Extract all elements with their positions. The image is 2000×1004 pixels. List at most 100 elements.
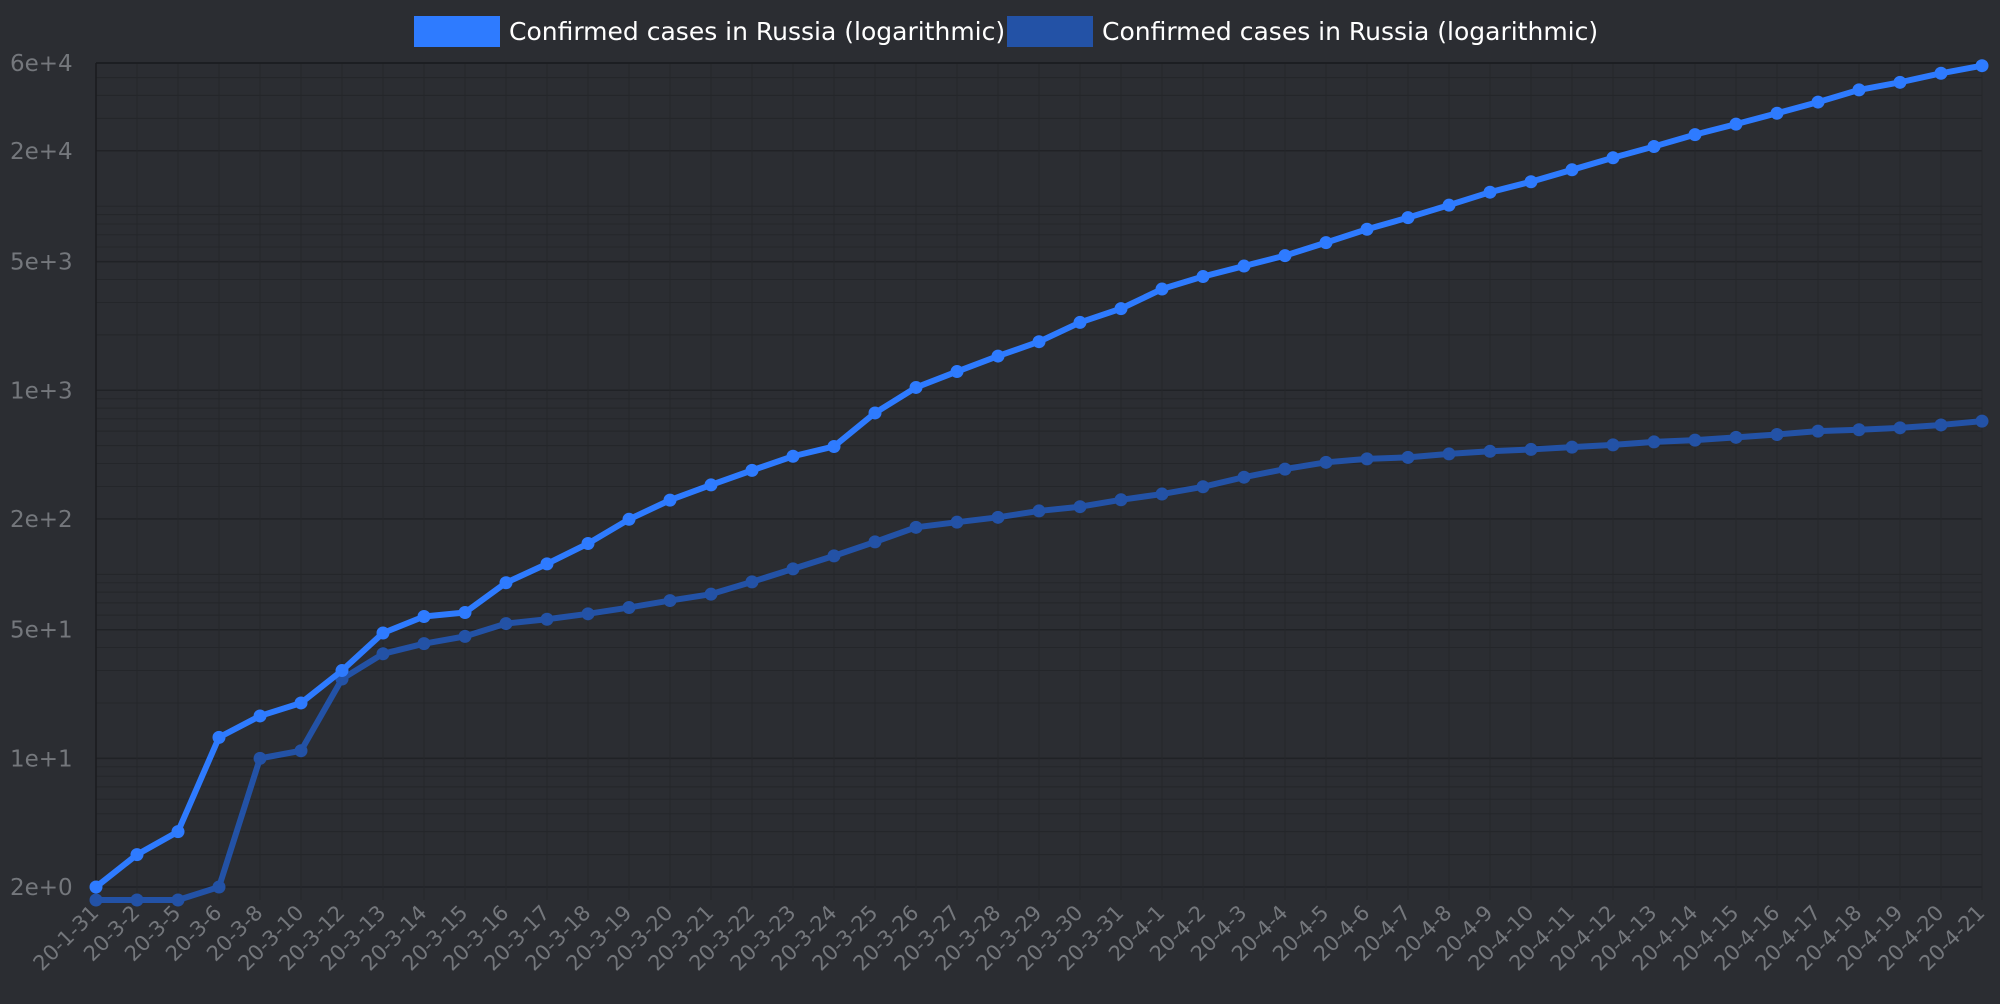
data-point[interactable] <box>499 617 513 631</box>
data-point[interactable] <box>1237 470 1251 484</box>
data-point[interactable] <box>704 587 718 601</box>
legend-item-1[interactable]: Confirmed cases in Russia (logarithmic) <box>414 16 1005 47</box>
data-point[interactable] <box>1893 75 1907 89</box>
data-point[interactable] <box>294 696 308 710</box>
data-point[interactable] <box>1155 282 1169 296</box>
data-point[interactable] <box>171 893 185 907</box>
data-point[interactable] <box>1114 493 1128 507</box>
data-point[interactable] <box>991 349 1005 363</box>
legend-swatch <box>1007 16 1093 47</box>
legend-item-2[interactable]: Confirmed cases in Russia (logarithmic) <box>1007 16 1598 47</box>
data-point[interactable] <box>663 493 677 507</box>
data-point[interactable] <box>909 520 923 534</box>
data-point[interactable] <box>1565 163 1579 177</box>
data-point[interactable] <box>1155 487 1169 501</box>
data-point[interactable] <box>1483 444 1497 458</box>
data-point[interactable] <box>1032 504 1046 518</box>
data-point[interactable] <box>950 365 964 379</box>
data-point[interactable] <box>1770 427 1784 441</box>
data-point[interactable] <box>376 626 390 640</box>
data-point[interactable] <box>212 880 226 894</box>
data-point[interactable] <box>1688 433 1702 447</box>
data-point[interactable] <box>704 478 718 492</box>
data-point[interactable] <box>909 380 923 394</box>
data-point[interactable] <box>1114 302 1128 316</box>
data-point[interactable] <box>1934 66 1948 80</box>
data-point[interactable] <box>1483 185 1497 199</box>
data-point[interactable] <box>1278 249 1292 263</box>
data-point[interactable] <box>1360 222 1374 236</box>
data-point[interactable] <box>89 880 103 894</box>
data-point[interactable] <box>417 637 431 651</box>
data-point[interactable] <box>499 576 513 590</box>
data-point[interactable] <box>130 893 144 907</box>
data-point[interactable] <box>786 562 800 576</box>
data-point[interactable] <box>1524 175 1538 189</box>
data-point[interactable] <box>1196 480 1210 494</box>
data-point[interactable] <box>1975 414 1989 428</box>
data-point[interactable] <box>1032 335 1046 349</box>
data-point[interactable] <box>1442 198 1456 212</box>
data-point[interactable] <box>294 744 308 758</box>
data-point[interactable] <box>622 512 636 526</box>
data-point[interactable] <box>1196 270 1210 284</box>
data-point[interactable] <box>1811 95 1825 109</box>
series-1 <box>89 59 1989 894</box>
data-point[interactable] <box>827 549 841 563</box>
data-point[interactable] <box>89 893 103 907</box>
data-point[interactable] <box>1073 500 1087 514</box>
data-point[interactable] <box>1975 59 1989 73</box>
data-point[interactable] <box>1401 211 1415 225</box>
data-point[interactable] <box>212 730 226 744</box>
data-point[interactable] <box>1319 236 1333 250</box>
data-point[interactable] <box>458 629 472 643</box>
data-point[interactable] <box>1729 430 1743 444</box>
data-point[interactable] <box>1770 106 1784 120</box>
data-point[interactable] <box>171 825 185 839</box>
data-point[interactable] <box>745 463 759 477</box>
data-point[interactable] <box>1524 442 1538 456</box>
data-point[interactable] <box>1606 438 1620 452</box>
data-point[interactable] <box>622 601 636 615</box>
data-point[interactable] <box>1934 418 1948 432</box>
data-point[interactable] <box>745 575 759 589</box>
data-point[interactable] <box>1852 83 1866 97</box>
data-point[interactable] <box>1565 440 1579 454</box>
data-point[interactable] <box>868 535 882 549</box>
data-point[interactable] <box>1647 140 1661 154</box>
data-point[interactable] <box>581 607 595 621</box>
data-point[interactable] <box>663 594 677 608</box>
data-point[interactable] <box>950 515 964 529</box>
data-point[interactable] <box>868 406 882 420</box>
data-point[interactable] <box>1442 447 1456 461</box>
legend-label: Confirmed cases in Russia (logarithmic) <box>509 17 1005 46</box>
data-point[interactable] <box>540 557 554 571</box>
data-point[interactable] <box>1360 452 1374 466</box>
data-point[interactable] <box>253 709 267 723</box>
data-point[interactable] <box>130 848 144 862</box>
data-point[interactable] <box>786 449 800 463</box>
data-point[interactable] <box>991 510 1005 524</box>
data-point[interactable] <box>827 439 841 453</box>
data-point[interactable] <box>335 664 349 678</box>
data-point[interactable] <box>376 647 390 661</box>
data-point[interactable] <box>417 609 431 623</box>
data-point[interactable] <box>1278 462 1292 476</box>
data-point[interactable] <box>1852 423 1866 437</box>
data-point[interactable] <box>581 537 595 551</box>
data-point[interactable] <box>1688 128 1702 142</box>
data-point[interactable] <box>458 606 472 620</box>
data-point[interactable] <box>1237 259 1251 273</box>
data-point[interactable] <box>1319 455 1333 469</box>
data-point[interactable] <box>1893 421 1907 435</box>
data-point[interactable] <box>1606 151 1620 165</box>
data-point[interactable] <box>1729 117 1743 131</box>
data-point[interactable] <box>1401 450 1415 464</box>
data-point[interactable] <box>540 612 554 626</box>
data-point[interactable] <box>1647 435 1661 449</box>
data-point[interactable] <box>1811 424 1825 438</box>
data-point[interactable] <box>1073 315 1087 329</box>
data-point[interactable] <box>253 751 267 765</box>
